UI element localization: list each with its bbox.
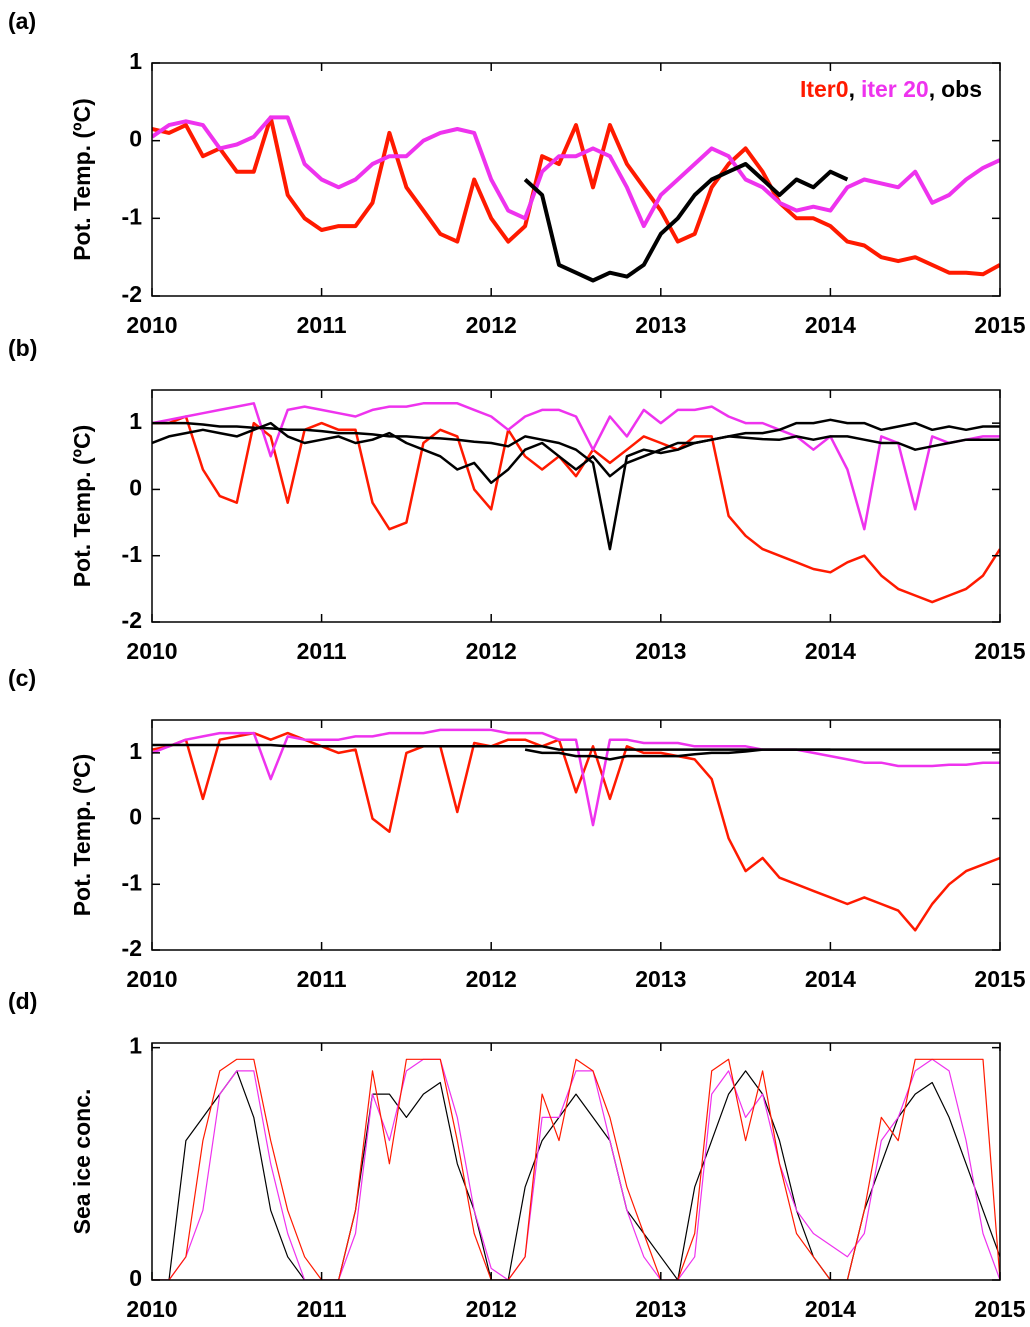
x-tick-label: 2014 — [805, 312, 856, 338]
x-tick-label: 2012 — [466, 966, 517, 992]
series-line — [152, 728, 1000, 827]
x-tick-label: 2010 — [126, 1296, 177, 1322]
legend-entry: iter 20 — [861, 76, 929, 102]
series-line — [523, 162, 849, 283]
legend-separator: , — [929, 76, 935, 102]
x-tick-label: 2012 — [466, 1296, 517, 1322]
panel: (b) Pot. Temp. (ºC) -2 -1 0 1 2010 2011 2012 2013… — [8, 335, 1026, 664]
plot-frame — [151, 389, 1001, 623]
series-line — [524, 748, 831, 761]
series-line — [152, 418, 1000, 551]
x-tick-label: 2011 — [297, 312, 347, 338]
x-tick-label: 2013 — [635, 638, 686, 664]
x-tick-label: 2015 — [974, 638, 1025, 664]
y-tick-label: 1 — [129, 1033, 142, 1059]
panel-label: (a) — [8, 8, 36, 34]
x-tick-label: 2010 — [126, 312, 177, 338]
y-tick-label: 0 — [129, 475, 142, 501]
x-tick-label: 2015 — [974, 312, 1025, 338]
series-line — [152, 402, 1000, 531]
x-tick-label: 2014 — [805, 1296, 856, 1322]
panel-label: (c) — [8, 665, 36, 691]
series-line — [152, 421, 1000, 485]
y-tick-label: 1 — [129, 408, 142, 434]
plot-frame — [151, 62, 1001, 297]
legend: Iter0, iter 20, obs — [800, 76, 982, 102]
y-axis-label: Sea ice conc. — [69, 1089, 95, 1235]
y-tick-label: -2 — [122, 281, 142, 307]
y-axis-label: Pot. Temp. (ºC) — [69, 425, 95, 588]
series-line — [152, 415, 1000, 604]
x-tick-label: 2011 — [297, 1296, 347, 1322]
y-tick-label: -2 — [122, 935, 142, 961]
x-tick-label: 2011 — [297, 638, 347, 664]
panel: (a) Pot. Temp. (ºC) -2 -1 0 1 2010 2011 2012 2013… — [8, 8, 1026, 338]
y-tick-label: -1 — [122, 203, 143, 229]
legend-separator: , — [849, 76, 855, 102]
y-axis-label: Pot. Temp. (ºC) — [69, 754, 95, 917]
x-tick-label: 2014 — [805, 966, 856, 992]
x-tick-label: 2010 — [126, 966, 177, 992]
legend-entry: obs — [941, 76, 982, 102]
x-tick-label: 2013 — [635, 1296, 686, 1322]
panel-label: (d) — [8, 988, 37, 1014]
legend-entry: Iter0 — [800, 76, 849, 102]
series-line — [152, 743, 1000, 751]
series-line — [152, 115, 1000, 277]
panel: (d) Sea ice conc. 0 1 2010 2011 2012 2013 2014 20… — [8, 988, 1026, 1322]
x-tick-label: 2011 — [297, 966, 347, 992]
plot-frame — [151, 1042, 1001, 1281]
series-line — [152, 731, 1000, 932]
y-tick-label: 1 — [129, 738, 142, 764]
x-tick-label: 2015 — [974, 966, 1025, 992]
x-tick-label: 2014 — [805, 638, 856, 664]
panel-label: (b) — [8, 335, 37, 361]
y-tick-label: -1 — [122, 541, 143, 567]
x-tick-label: 2010 — [126, 638, 177, 664]
series-line — [152, 1058, 1000, 1280]
y-tick-label: 0 — [129, 126, 142, 152]
plot-frame — [151, 719, 1001, 951]
x-tick-label: 2013 — [635, 966, 686, 992]
series-line — [152, 115, 1000, 229]
x-tick-label: 2012 — [466, 312, 517, 338]
panel: (c) Pot. Temp. (ºC) -2 -1 0 1 2010 2011 2012 2013… — [8, 665, 1026, 992]
series-line — [152, 1058, 1000, 1280]
y-axis-label: Pot. Temp. (ºC) — [69, 98, 95, 261]
x-tick-label: 2015 — [974, 1296, 1025, 1322]
y-tick-label: 0 — [129, 1265, 142, 1291]
y-tick-label: -2 — [122, 607, 142, 633]
x-tick-label: 2013 — [635, 312, 686, 338]
y-tick-label: 0 — [129, 804, 142, 830]
x-tick-label: 2012 — [466, 638, 517, 664]
y-tick-label: 1 — [129, 48, 142, 74]
y-tick-label: -1 — [122, 869, 143, 895]
